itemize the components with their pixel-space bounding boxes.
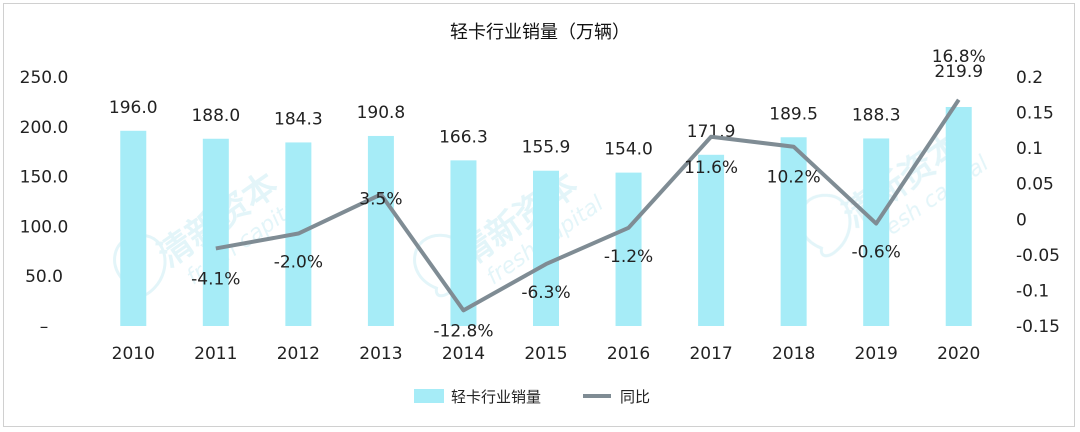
bar-2020 (945, 106, 972, 326)
bar-2010 (120, 130, 147, 326)
bar-2014 (450, 160, 477, 326)
y-right-tick: 0 (1016, 210, 1027, 230)
legend: 轻卡行业销量 同比 (414, 388, 650, 406)
yoy-label-2020: 16.8% (932, 47, 986, 67)
y-left-tick: 50.0 (25, 267, 63, 287)
x-tick-2011: 2011 (194, 344, 237, 364)
yoy-label-2019: -0.6% (852, 243, 901, 263)
y-left-tick: 200.0 (20, 118, 69, 138)
bar-label-2016: 154.0 (604, 140, 653, 160)
y-right-tick: 0.2 (1016, 68, 1043, 88)
x-tick-2010: 2010 (112, 344, 155, 364)
bar-2018 (780, 137, 807, 326)
bar-label-2019: 188.3 (852, 105, 901, 125)
y-left-tick: 150.0 (20, 168, 69, 188)
bar-label-2010: 196.0 (109, 98, 158, 118)
yoy-label-2011: -4.1% (191, 269, 240, 289)
y-left-tick: – (40, 317, 49, 337)
bar-label-2020: 219.9 (934, 62, 983, 82)
yoy-label-2018: 10.2% (767, 168, 821, 188)
y-right-tick: -0.1 (1016, 281, 1049, 301)
bar-label-2015: 155.9 (522, 138, 571, 158)
yoy-label-2014: -12.8% (433, 321, 493, 341)
legend-bar-label: 轻卡行业销量 (451, 388, 541, 406)
x-tick-2018: 2018 (772, 344, 815, 364)
x-tick-2020: 2020 (937, 344, 980, 364)
legend-bar-swatch (414, 389, 444, 403)
yoy-line (215, 98, 961, 313)
bar-label-2013: 190.8 (357, 103, 406, 123)
y-right-tick: -0.05 (1016, 246, 1060, 266)
bar-label-2012: 184.3 (274, 109, 323, 129)
y-right-tick: -0.15 (1016, 317, 1060, 337)
x-tick-2019: 2019 (855, 344, 898, 364)
yoy-label-2013: 3.5% (359, 189, 402, 209)
yoy-label-2012: -2.0% (274, 253, 323, 273)
x-tick-2017: 2017 (689, 344, 732, 364)
x-tick-2016: 2016 (607, 344, 650, 364)
bar-2017 (698, 154, 725, 326)
bar-2015 (533, 170, 559, 326)
chart-title: 轻卡行业销量（万辆） (450, 22, 630, 43)
bar-2011 (202, 138, 229, 326)
bar-label-2011: 188.0 (191, 106, 240, 126)
yoy-label-2015: -6.3% (521, 283, 570, 303)
bar-label-2018: 189.5 (769, 104, 818, 124)
legend-line-label: 同比 (620, 388, 650, 406)
bar-label-2014: 166.3 (439, 127, 488, 147)
x-tick-2014: 2014 (442, 344, 485, 364)
x-tick-2013: 2013 (359, 344, 402, 364)
x-tick-2012: 2012 (277, 344, 320, 364)
x-tick-2015: 2015 (524, 344, 567, 364)
y-left-tick: 100.0 (20, 217, 69, 237)
bar-2013 (367, 135, 394, 326)
yoy-label-2017: 11.6% (684, 158, 738, 178)
yoy-label-2016: -1.2% (604, 247, 653, 267)
y-right-tick: 0.1 (1016, 139, 1043, 159)
y-right-tick: 0.05 (1016, 175, 1054, 195)
bar-2016 (615, 172, 642, 326)
chart-frame (3, 3, 1075, 427)
y-left-tick: 250.0 (20, 68, 69, 88)
y-right-tick: 0.15 (1016, 104, 1054, 124)
bar-2019 (863, 138, 890, 326)
